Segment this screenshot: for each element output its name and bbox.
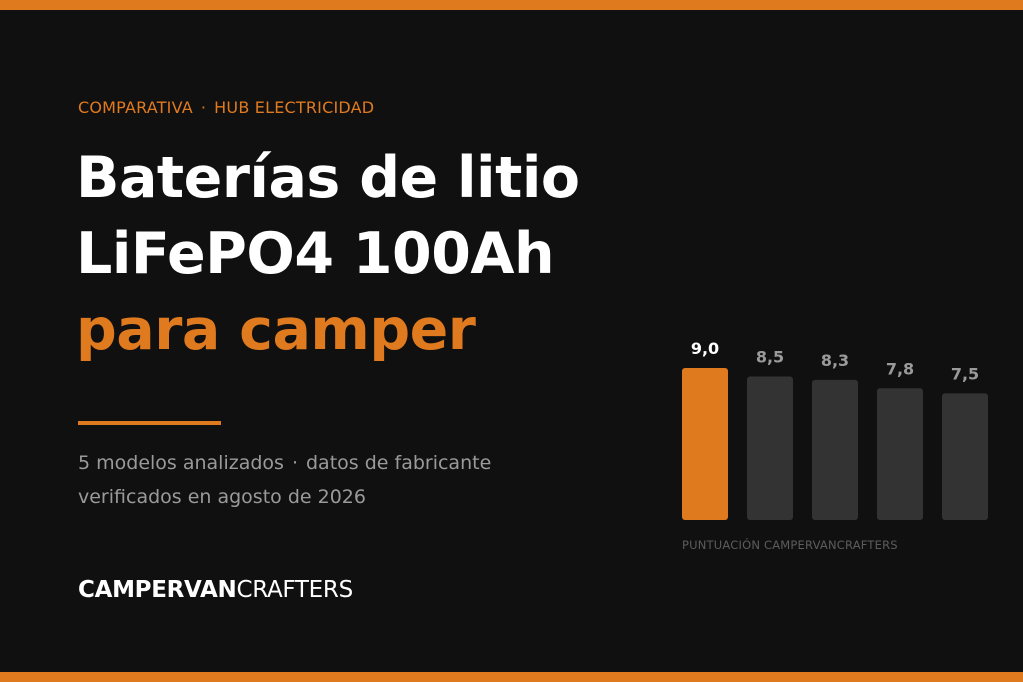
page-title: Baterías de litio LiFePO4 100Ah para cam…	[76, 140, 580, 368]
accent-divider	[78, 421, 221, 425]
bottom-accent-stripe	[0, 672, 1023, 682]
title-line-3: para camper	[76, 297, 476, 363]
bar-4	[877, 388, 923, 520]
eyebrow-category: COMPARATIVA	[78, 98, 193, 117]
bar-value-label-5: 7,5	[951, 364, 979, 383]
chart-axis-label: PUNTUACIÓN CAMPERVANCRAFTERS	[682, 538, 898, 552]
subtitle-models: 5 modelos analizados	[78, 452, 284, 474]
bar-value-label-1: 9,0	[691, 339, 719, 358]
subtitle-source: datos de fabricante	[306, 452, 492, 474]
brand-logo: CAMPERVANCRAFTERS	[78, 577, 353, 603]
title-line-2: LiFePO4 100Ah	[76, 221, 555, 287]
top-accent-stripe	[0, 0, 1023, 10]
subtitle-separator: ·	[291, 452, 298, 474]
bar-2	[747, 376, 793, 520]
bar-1	[682, 368, 728, 520]
bar-3	[812, 379, 858, 520]
bar-value-label-3: 8,3	[821, 351, 849, 370]
bar-value-label-2: 8,5	[756, 347, 784, 366]
subtitle-line-1: 5 modelos analizados · datos de fabricante	[78, 446, 491, 480]
subtitle-line-2: verificados en agosto de 2026	[78, 486, 366, 508]
eyebrow-separator: ·	[200, 98, 207, 117]
subtitle: 5 modelos analizados · datos de fabricante…	[78, 446, 491, 514]
bar-value-label-4: 7,8	[886, 359, 914, 378]
title-line-1: Baterías de litio	[76, 145, 580, 211]
brand-light: CRAFTERS	[236, 577, 353, 603]
eyebrow-hub: HUB ELECTRICIDAD	[214, 98, 375, 117]
bar-5	[942, 393, 988, 520]
score-bar-chart: 9,0 8,5 8,3 7,8 7,5	[682, 339, 988, 520]
eyebrow: COMPARATIVA · HUB ELECTRICIDAD	[78, 98, 374, 117]
brand-bold: CAMPERVAN	[78, 577, 237, 603]
